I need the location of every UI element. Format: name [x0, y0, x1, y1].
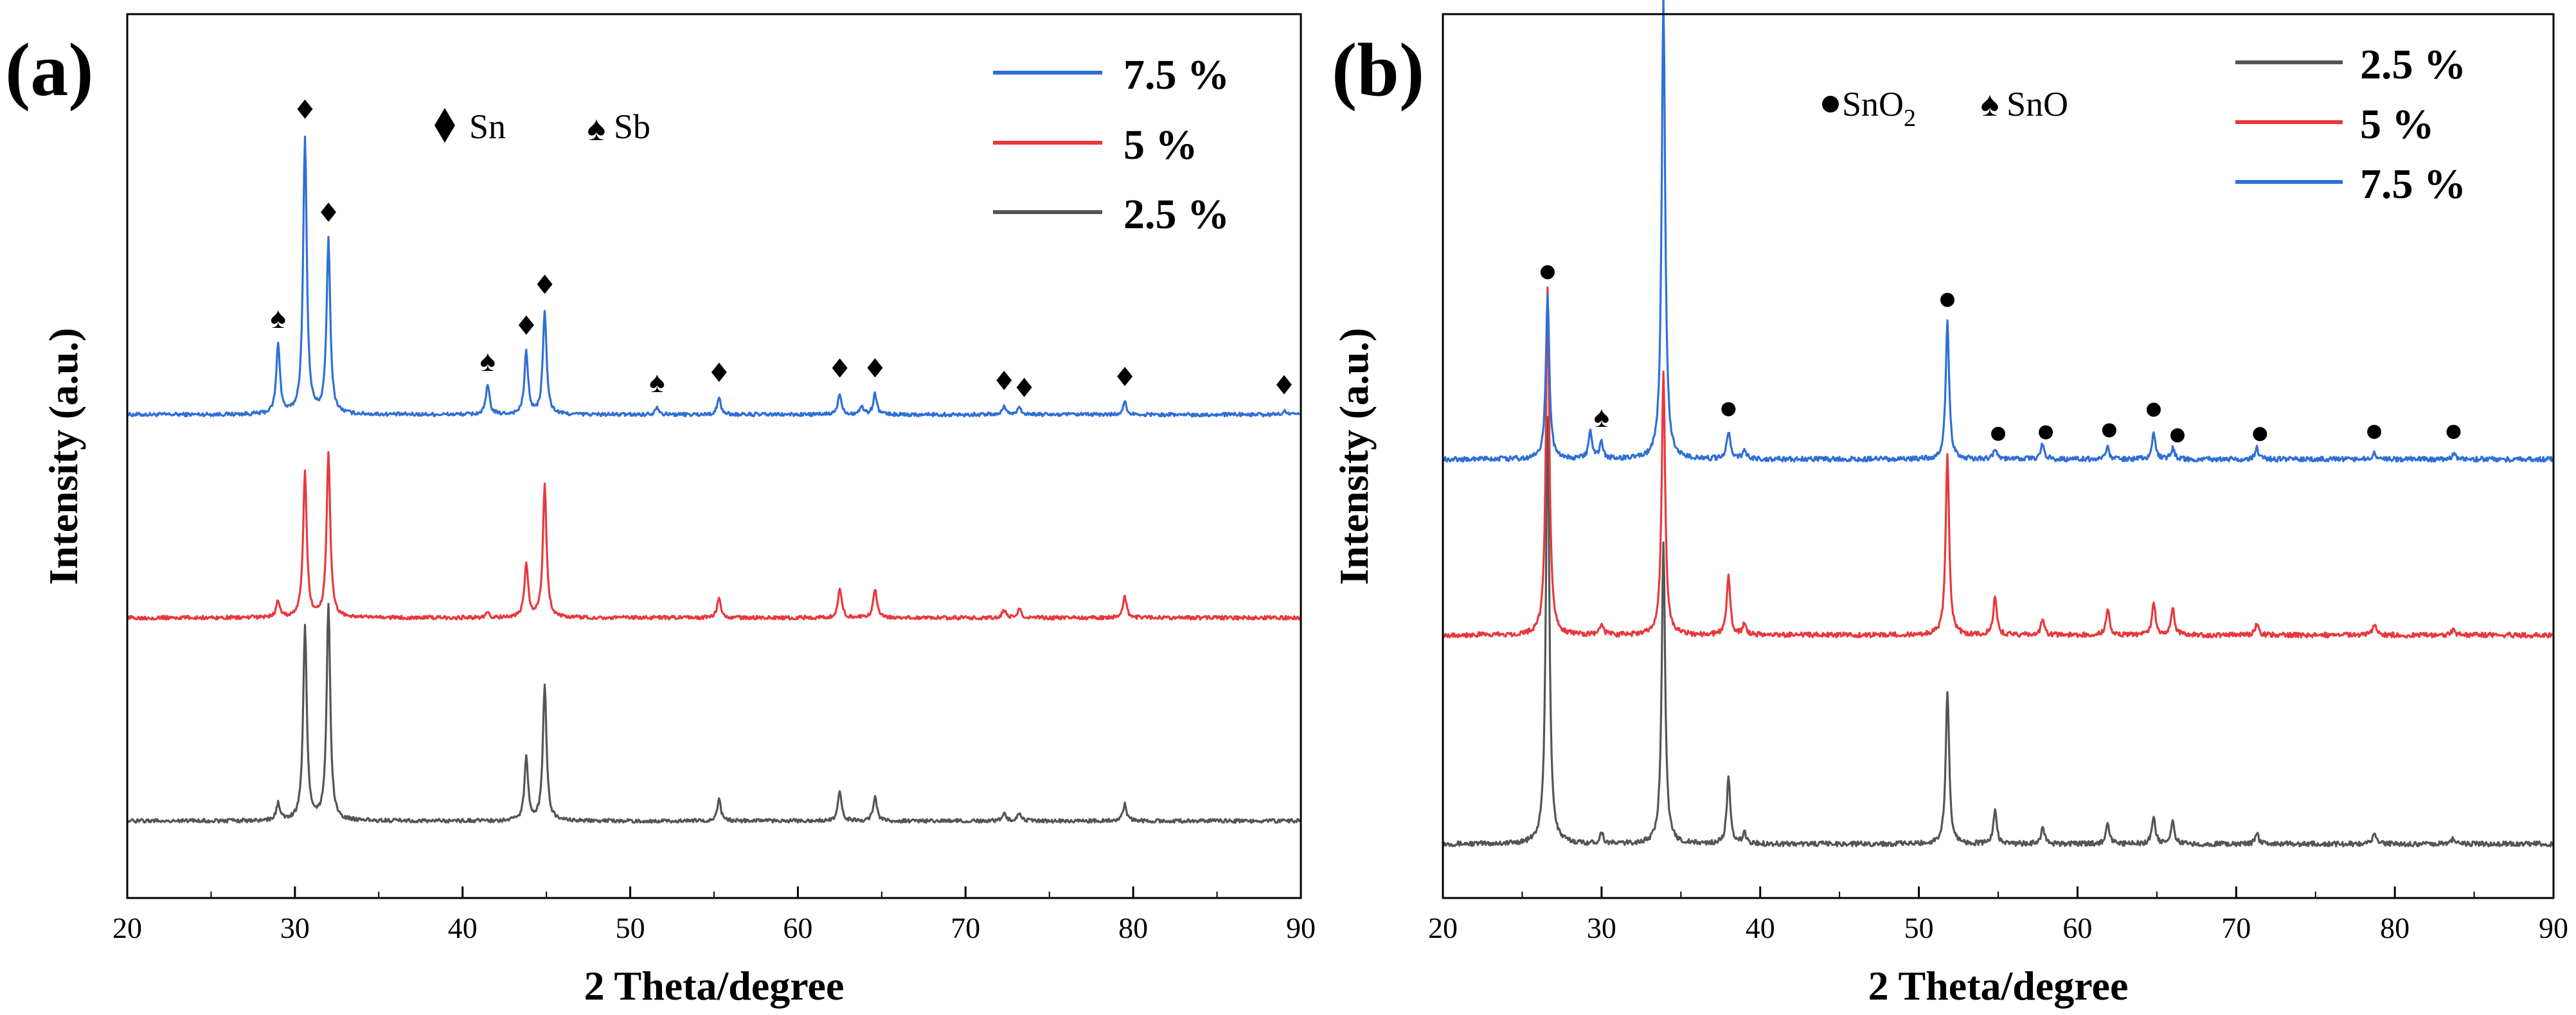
x-tick-label: 50	[616, 912, 645, 944]
x-tick-label: 60	[783, 912, 812, 944]
series-line-5	[1442, 286, 2554, 639]
panel-a-phase-key: Sn ♠ Sb	[434, 107, 650, 148]
panel-a-legend-label-7-5: 7.5 %	[1123, 51, 1230, 98]
diamond-icon	[867, 358, 883, 378]
circle-icon	[2367, 424, 2382, 439]
panel-a: (a) ♠♠♠ 20 30 40 50 60 70 80 90 2 Theta/degree …	[5, 13, 1316, 1009]
x-tick-label: 20	[112, 912, 142, 944]
panel-b-phase-key: SnO2 ♠ SnO	[1822, 85, 2068, 132]
panel-b-legend-label-7-5: 7.5 %	[2360, 161, 2466, 208]
diamond-icon	[1016, 377, 1032, 397]
panel-b: (b) ♠ 20 30 40 50 60 70 80 90 2 Theta/degree In…	[1331, 0, 2568, 1009]
panel-b-x-axis: 20 30 40 50 60 70 80 90	[1428, 886, 2568, 944]
diamond-icon	[434, 108, 455, 143]
panel-a-legend-label-5: 5 %	[1123, 121, 1198, 168]
x-tick-label: 60	[2062, 912, 2092, 944]
x-tick-label: 70	[951, 912, 980, 944]
panel-a-key-label-sb: Sb	[614, 107, 650, 146]
spade-icon: ♠	[649, 366, 665, 399]
x-tick-label: 80	[1118, 912, 1148, 944]
panel-a-legend: 7.5 % 5 % 2.5 %	[993, 51, 1230, 238]
series-line-25	[126, 602, 1301, 824]
series-line-75	[126, 136, 1302, 418]
panel-b-key-sno2-subscript: 2	[1904, 105, 1916, 132]
x-tick-label: 50	[1904, 912, 1934, 944]
x-tick-label: 30	[1587, 912, 1616, 944]
panel-a-letter: (a)	[5, 28, 94, 112]
circle-icon	[2170, 428, 2185, 443]
panel-b-letter: (b)	[1332, 28, 1424, 112]
circle-icon	[2253, 427, 2267, 442]
circle-icon	[2039, 425, 2053, 440]
panel-a-legend-label-2-5: 2.5 %	[1123, 191, 1230, 238]
x-tick-label: 40	[448, 912, 478, 944]
diamond-icon	[832, 358, 848, 378]
spade-icon: ♠	[480, 345, 496, 377]
spade-icon: ♠	[271, 301, 286, 334]
diamond-icon	[297, 99, 313, 119]
x-tick-label: 30	[280, 912, 310, 944]
panel-b-x-axis-label: 2 Theta/degree	[1868, 963, 2129, 1009]
circle-icon	[1940, 292, 1955, 307]
circle-icon	[1540, 265, 1555, 280]
diamond-icon	[537, 274, 553, 294]
x-tick-label: 90	[2539, 912, 2568, 944]
spade-icon: ♠	[1981, 85, 1999, 123]
x-tick-label: 70	[2221, 912, 2251, 944]
series-line-5	[126, 451, 1302, 621]
circle-icon	[1991, 426, 2005, 441]
panel-b-y-axis-label: Intensity (a.u.)	[1331, 328, 1377, 585]
diamond-icon	[1117, 366, 1133, 386]
panel-b-legend-label-2-5: 2.5 %	[2360, 41, 2466, 88]
panel-b-key-label-sno: SnO	[2007, 85, 2068, 123]
x-tick-label: 20	[1428, 912, 1458, 944]
x-tick-label: 90	[1286, 912, 1316, 944]
diamond-icon	[996, 370, 1012, 390]
circle-icon	[2102, 423, 2116, 438]
diamond-icon	[1276, 375, 1292, 395]
panel-a-y-axis-label: Intensity (a.u.)	[40, 328, 86, 585]
panel-b-plot-area: ♠	[1442, 0, 2555, 848]
series-line-25	[1442, 416, 2555, 848]
x-tick-label: 40	[1746, 912, 1775, 944]
diamond-icon	[321, 202, 337, 222]
panel-a-x-axis-label: 2 Theta/degree	[584, 963, 845, 1009]
circle-icon	[2446, 424, 2461, 439]
panel-a-key-label-sn: Sn	[469, 107, 506, 146]
circle-icon	[1721, 402, 1736, 417]
series-line-75	[1442, 0, 2555, 463]
panel-b-legend-label-5: 5 %	[2360, 101, 2435, 148]
panel-b-key-sno2-base: SnO	[1842, 85, 1904, 123]
circle-icon	[1822, 96, 1839, 112]
panel-a-x-axis: 20 30 40 50 60 70 80 90	[112, 886, 1316, 944]
circle-icon	[2146, 402, 2161, 417]
panel-b-legend: 2.5 % 5 % 7.5 %	[2235, 41, 2466, 208]
spade-icon: ♠	[587, 109, 606, 148]
x-tick-label: 80	[2380, 912, 2410, 944]
diamond-icon	[711, 363, 727, 382]
panel-a-plot-area: ♠ ♠ ♠	[126, 99, 1302, 824]
panel-b-key-label-sno2: SnO2	[1842, 85, 1916, 132]
diamond-icon	[518, 315, 534, 335]
spade-icon: ♠	[1594, 400, 1609, 433]
